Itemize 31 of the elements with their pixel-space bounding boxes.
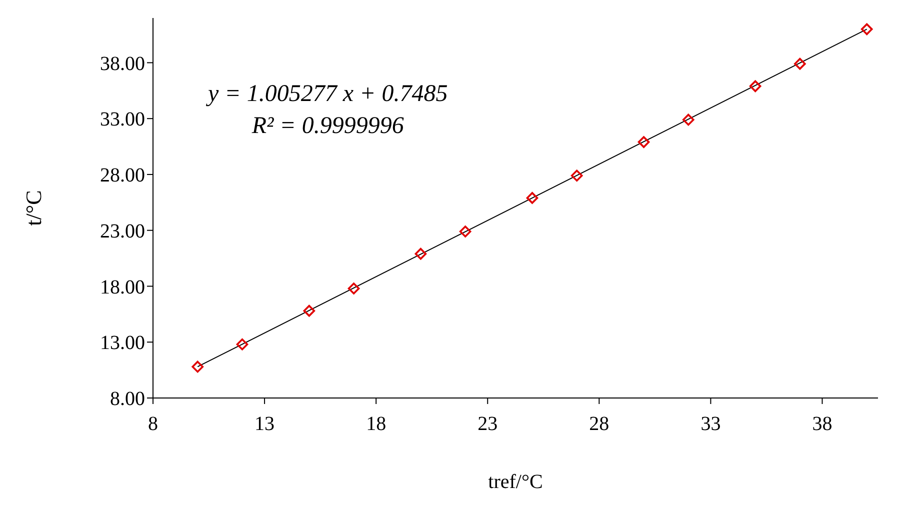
x-tick-label: 18 (366, 413, 386, 436)
y-tick-label: 8.00 (110, 388, 145, 410)
point (638, 136, 650, 148)
point (682, 114, 694, 126)
annotation: R² = 0.9999996 (250, 112, 405, 141)
x-tick-label: 23 (478, 413, 498, 436)
point (348, 282, 360, 294)
y-tick-label: 38.00 (100, 52, 145, 75)
x-tick-label: 28 (589, 413, 610, 436)
point (526, 192, 538, 204)
point (749, 80, 762, 92)
y-axis-title: t/°C (20, 190, 46, 226)
point (236, 338, 248, 350)
y-tick-label: 18.00 (100, 276, 145, 298)
y-tick-label: 23.00 (100, 220, 145, 242)
point (459, 226, 472, 238)
point (794, 58, 806, 70)
x-tick-label: 13 (254, 413, 275, 436)
point (192, 360, 204, 373)
y-tick-label: 13.00 (100, 332, 145, 354)
point (303, 304, 316, 317)
x-tick-label: 38 (812, 413, 832, 436)
y-tick-label: 28.00 (100, 164, 145, 187)
point (860, 23, 873, 36)
x-axis-title: tref/°C (488, 471, 543, 493)
x-tick-label: 33 (700, 413, 721, 436)
point (570, 170, 583, 182)
annotation: y = 1.005277 x + 0.7485 (208, 80, 448, 109)
x-tick-label: 8 (148, 413, 158, 436)
point (414, 248, 427, 260)
y-tick-label: 33.00 (100, 108, 145, 131)
